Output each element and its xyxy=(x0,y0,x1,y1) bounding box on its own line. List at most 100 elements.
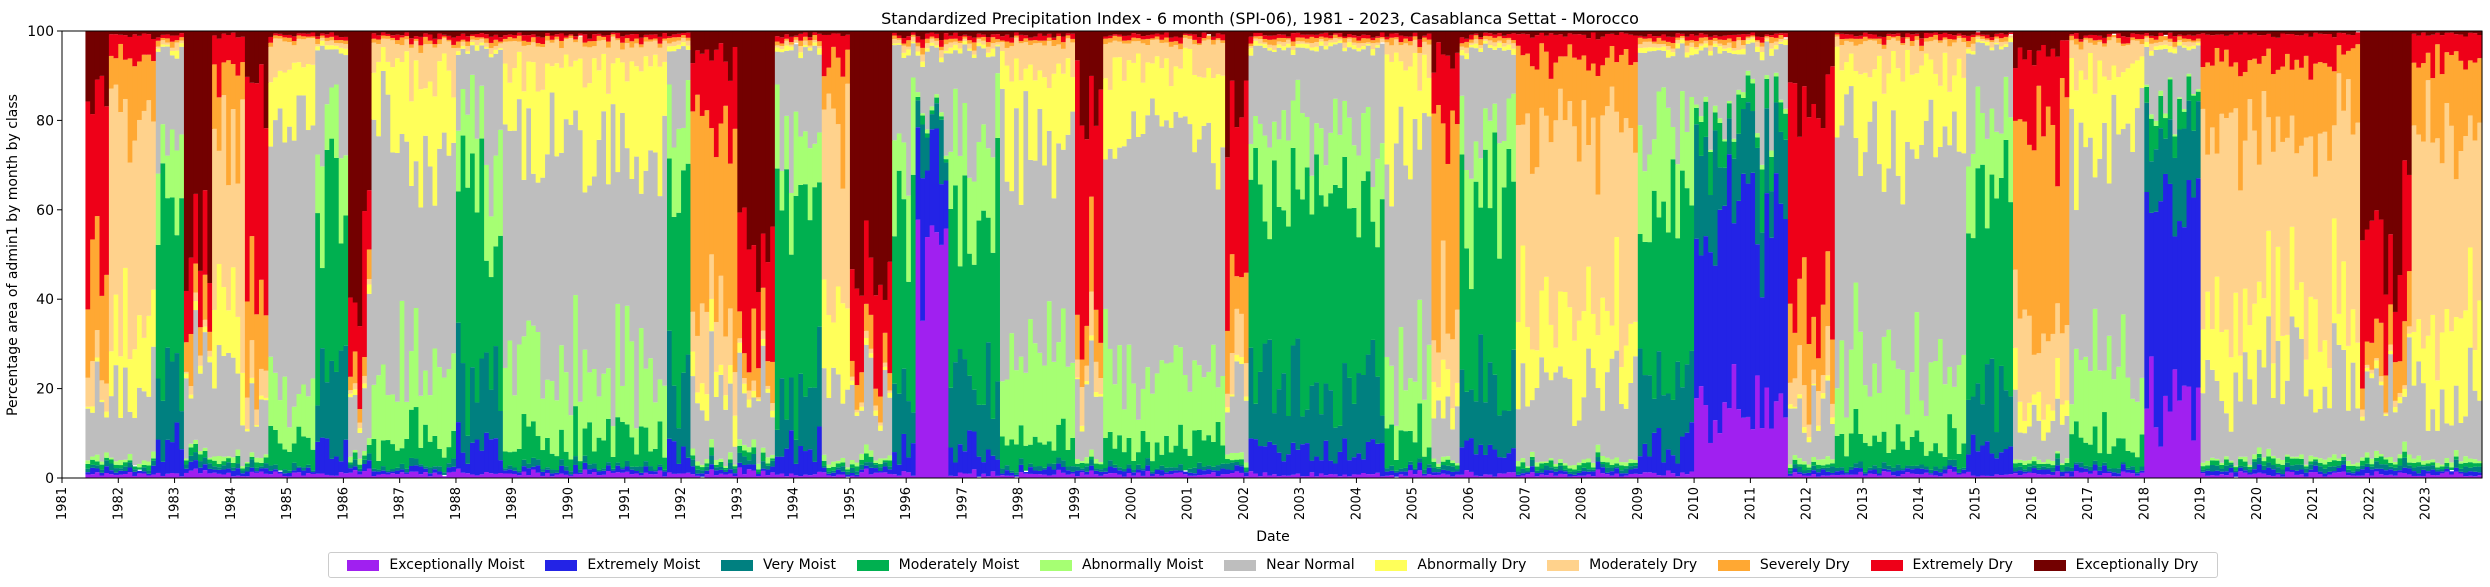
bar-segment xyxy=(240,425,246,467)
bar-segment xyxy=(2186,76,2192,101)
bar-segment xyxy=(512,38,518,42)
bar-segment xyxy=(1787,382,1794,405)
bar-segment xyxy=(2055,358,2061,399)
bar-segment xyxy=(971,54,978,58)
bar-segment xyxy=(587,83,593,186)
bar-segment xyxy=(1436,474,1442,478)
bar-segment xyxy=(1567,476,1573,478)
bar-segment xyxy=(573,406,579,457)
bar-segment xyxy=(831,322,837,368)
bar-segment xyxy=(859,469,865,473)
bar-segment xyxy=(2130,466,2136,471)
bar-segment xyxy=(1084,384,1090,458)
bar-segment xyxy=(319,473,326,478)
bar-segment xyxy=(784,419,790,449)
bar-segment xyxy=(1515,466,1522,472)
bar-segment xyxy=(1956,35,1963,39)
bar-segment xyxy=(559,33,565,41)
bar-segment xyxy=(498,460,504,474)
bar-segment xyxy=(1834,467,1841,472)
bar-segment xyxy=(1389,424,1395,466)
bar-segment xyxy=(1403,31,1409,37)
bar-segment xyxy=(1712,47,1719,106)
bar-segment xyxy=(1304,38,1311,43)
bar-segment xyxy=(427,31,434,35)
bar-segment xyxy=(1131,31,1137,34)
bar-segment xyxy=(1328,35,1334,39)
bar-segment xyxy=(2158,90,2164,96)
bar-segment xyxy=(1759,164,1766,170)
bar-segment xyxy=(1276,47,1282,140)
bar-segment xyxy=(2059,31,2066,41)
bar-segment xyxy=(540,47,546,90)
bar-segment xyxy=(624,31,631,35)
bar-segment xyxy=(277,31,284,34)
bar-segment xyxy=(113,468,119,473)
bar-segment xyxy=(1126,35,1132,41)
bar-segment xyxy=(934,40,940,46)
bar-segment xyxy=(1126,437,1132,465)
bar-segment xyxy=(319,37,326,41)
bar-segment xyxy=(1196,469,1203,475)
bar-segment xyxy=(1806,475,1812,478)
bar-segment xyxy=(601,53,607,112)
bar-segment xyxy=(1773,76,1780,103)
bar-segment xyxy=(1862,152,1869,386)
bar-segment xyxy=(1661,34,1667,41)
bar-segment xyxy=(498,235,504,411)
bar-segment xyxy=(615,31,621,33)
bar-segment xyxy=(1830,466,1836,473)
bar-segment xyxy=(2205,470,2211,476)
bar-segment xyxy=(277,443,284,471)
bar-segment xyxy=(756,474,762,476)
bar-segment xyxy=(1211,31,1217,37)
bar-segment xyxy=(826,34,832,68)
bar-segment xyxy=(1886,39,1892,74)
bar-segment xyxy=(1712,420,1719,478)
bar-segment xyxy=(1825,380,1831,457)
bar-segment xyxy=(432,44,438,48)
bar-segment xyxy=(1755,375,1761,478)
bar-segment xyxy=(803,451,809,475)
bar-segment xyxy=(198,327,204,356)
bar-segment xyxy=(1614,468,1620,474)
bar-segment xyxy=(896,133,903,171)
bar-segment xyxy=(1787,470,1794,474)
bar-segment xyxy=(1600,31,1606,37)
bar-segment xyxy=(1309,175,1315,215)
bar-segment xyxy=(1989,37,1995,41)
bar-segment xyxy=(371,72,377,120)
bar-segment xyxy=(2200,471,2206,474)
bar-segment xyxy=(620,49,626,63)
bar-segment xyxy=(2022,469,2028,472)
bar-segment xyxy=(2163,31,2169,35)
bar-segment xyxy=(999,473,1006,476)
bar-segment xyxy=(1117,345,1123,436)
bar-segment xyxy=(1637,348,1644,457)
bar-segment xyxy=(1895,36,1902,41)
bar-segment xyxy=(1980,34,1986,37)
bar-segment xyxy=(1792,408,1798,456)
bar-segment xyxy=(1740,54,1747,93)
bar-segment xyxy=(118,468,124,471)
bar-segment xyxy=(1797,466,1803,473)
bar-segment xyxy=(1665,57,1672,108)
bar-segment xyxy=(1923,472,1930,478)
bar-segment xyxy=(268,46,274,83)
bar-segment xyxy=(1755,40,1761,42)
bar-segment xyxy=(2097,35,2103,40)
bar-segment xyxy=(1900,474,1906,478)
bar-segment xyxy=(746,399,753,408)
bar-segment xyxy=(1717,46,1723,54)
bar-segment xyxy=(235,373,241,450)
bar-segment xyxy=(2036,467,2042,470)
bar-segment xyxy=(1811,103,1817,317)
bar-segment xyxy=(2181,385,2188,478)
bar-segment xyxy=(596,437,602,470)
bar-segment xyxy=(1037,352,1043,443)
bar-segment xyxy=(165,46,171,156)
bar-segment xyxy=(2102,43,2108,47)
bar-segment xyxy=(2008,117,2014,203)
bar-segment xyxy=(1619,132,1625,368)
bar-segment xyxy=(540,43,546,48)
